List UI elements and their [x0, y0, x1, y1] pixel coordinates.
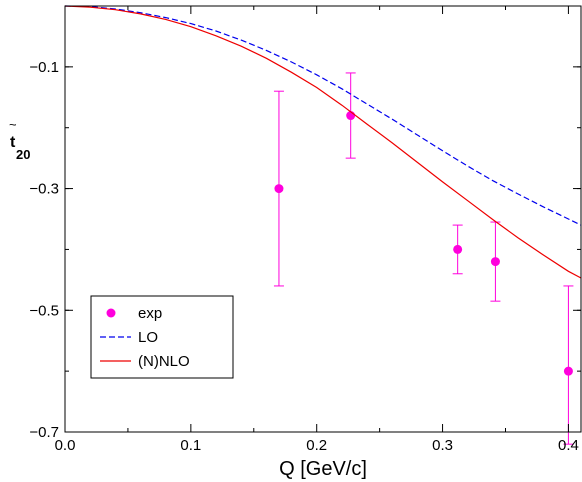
- y-tick-label: −0.3: [29, 181, 59, 198]
- y-tick-label: −0.1: [29, 59, 59, 76]
- legend-label: exp: [138, 305, 162, 322]
- x-tick-label: 0.0: [55, 437, 76, 454]
- series-line-lo: [64, 5, 582, 226]
- data-marker: [274, 184, 284, 194]
- data-marker: [563, 366, 573, 376]
- legend-marker: [106, 308, 116, 318]
- legend-entry: exp: [106, 305, 162, 322]
- x-axis: 0.0 0.1 0.2 0.3 0.4: [55, 6, 579, 454]
- y-tick-label: −0.7: [29, 424, 59, 441]
- data-point: [452, 224, 463, 275]
- data-marker: [453, 244, 463, 254]
- x-axis-label: Q [GeV/c]: [279, 458, 367, 480]
- y-axis-label-subscript: 20: [16, 147, 30, 162]
- data-point: [563, 285, 574, 445]
- y-axis-label-main: t: [10, 134, 16, 151]
- plot-area: [64, 5, 582, 445]
- x-tick-label: 0.2: [306, 437, 327, 454]
- y-tick-label: −0.5: [29, 302, 59, 319]
- y-axis-label: t ~ 20: [9, 117, 30, 162]
- series-line--n-nlo: [64, 5, 582, 279]
- x-tick-label: 0.3: [432, 437, 453, 454]
- legend-label: LO: [138, 329, 158, 346]
- data-point: [273, 90, 284, 287]
- x-tick-label: 0.4: [558, 437, 579, 454]
- y-axis-label-accent: ~: [9, 117, 17, 132]
- data-point: [490, 221, 501, 302]
- data-marker: [490, 257, 500, 267]
- legend-entry: LO: [100, 329, 158, 346]
- x-tick-label: 0.1: [180, 437, 201, 454]
- legend-label: (N)NLO: [138, 353, 190, 370]
- legend: exp LO (N)NLO: [90, 295, 234, 379]
- y-axis: −0.1 −0.3 −0.5 −0.7: [29, 5, 581, 441]
- data-point: [345, 72, 356, 159]
- plot-frame: [64, 5, 582, 433]
- legend-entry: (N)NLO: [100, 353, 190, 370]
